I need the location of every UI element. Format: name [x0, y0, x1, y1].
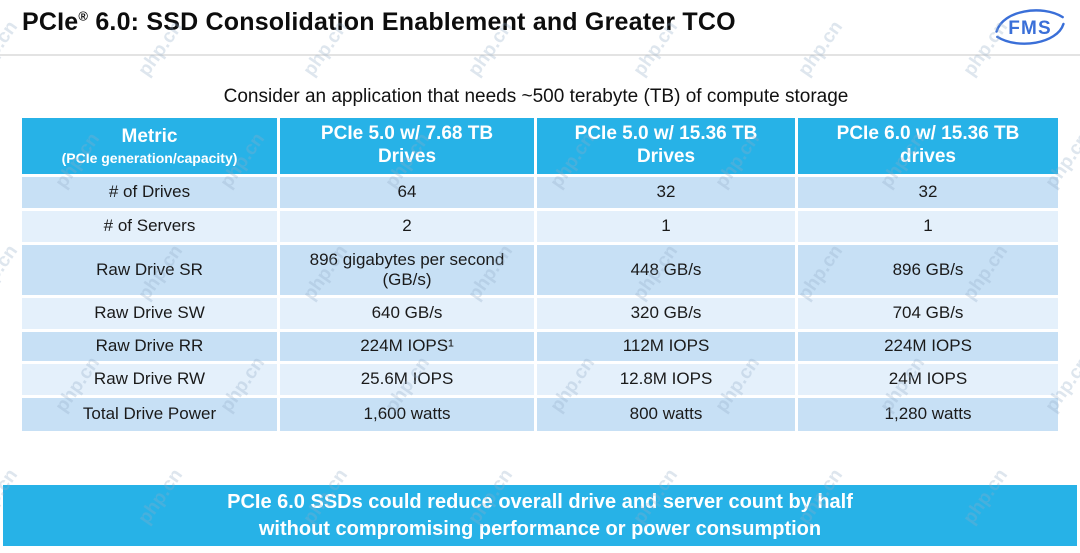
- value-cell: 224M IOPS¹: [280, 332, 534, 361]
- metric-cell: Total Drive Power: [22, 398, 277, 431]
- value-cell: 12.8M IOPS: [537, 364, 795, 395]
- metric-cell: Raw Drive RW: [22, 364, 277, 395]
- metric-cell: Raw Drive SR: [22, 245, 277, 295]
- logo-swoosh-top: [995, 9, 1064, 33]
- comparison-table: Metric (PCIe generation/capacity) PCIe 5…: [22, 118, 1058, 431]
- conclusion-banner: PCIe 6.0 SSDs could reduce overall drive…: [3, 485, 1077, 546]
- col-header-pcie5-1536: PCIe 5.0 w/ 15.36 TB Drives: [537, 118, 795, 174]
- value-cell: 448 GB/s: [537, 245, 795, 295]
- value-cell: 1,280 watts: [798, 398, 1058, 431]
- watermark-text: php.cn: [794, 17, 848, 81]
- banner-line-1: PCIe 6.0 SSDs could reduce overall drive…: [227, 490, 853, 513]
- col-header-metric: Metric (PCIe generation/capacity): [22, 118, 277, 174]
- watermark-text: php.cn: [0, 241, 23, 305]
- metric-cell: # of Servers: [22, 211, 277, 242]
- value-cell: 112M IOPS: [537, 332, 795, 361]
- value-cell: 2: [280, 211, 534, 242]
- value-text: 896 gigabytes per second (GB/s): [309, 249, 505, 289]
- value-cell: 25.6M IOPS: [280, 364, 534, 395]
- watermark-text: php.cn: [0, 17, 23, 81]
- registered-mark: ®: [78, 8, 89, 24]
- value-cell: 1: [537, 211, 795, 242]
- title-product: PCIe: [22, 8, 79, 36]
- col-header-label: PCIe 6.0 w/ 15.36 TB drives: [836, 123, 1020, 167]
- value-cell: 24M IOPS: [798, 364, 1058, 395]
- value-cell: 1,600 watts: [280, 398, 534, 431]
- page-title: PCIe® 6.0: SSD Consolidation Enablement …: [22, 8, 736, 37]
- col-header-pcie6-1536: PCIe 6.0 w/ 15.36 TB drives: [798, 118, 1058, 174]
- title-divider: [0, 54, 1080, 56]
- metric-cell: Raw Drive SW: [22, 298, 277, 329]
- value-cell: 64: [280, 177, 534, 208]
- col-header-label: PCIe 5.0 w/ 15.36 TB Drives: [574, 123, 758, 167]
- banner-line-2: without compromising performance or powe…: [258, 517, 822, 540]
- subtitle: Consider an application that needs ~500 …: [223, 86, 849, 107]
- title-rest: 6.0: SSD Consolidation Enablement and Gr…: [88, 8, 736, 36]
- logo-text: FMS: [1008, 18, 1052, 39]
- value-cell: 896 gigabytes per second (GB/s): [280, 245, 534, 295]
- value-cell: 224M IOPS: [798, 332, 1058, 361]
- metric-cell: # of Drives: [22, 177, 277, 208]
- value-cell: 32: [537, 177, 795, 208]
- logo-swoosh-bottom: [996, 22, 1065, 45]
- value-cell: 640 GB/s: [280, 298, 534, 329]
- metric-header-subtitle: (PCIe generation/capacity): [61, 149, 238, 166]
- metric-cell: Raw Drive RR: [22, 332, 277, 361]
- value-cell: 32: [798, 177, 1058, 208]
- fms-logo: FMS: [995, 9, 1065, 45]
- value-cell: 896 GB/s: [798, 245, 1058, 295]
- value-cell: 800 watts: [537, 398, 795, 431]
- metric-header-title: Metric: [121, 126, 178, 148]
- value-cell: 704 GB/s: [798, 298, 1058, 329]
- col-header-pcie5-768: PCIe 5.0 w/ 7.68 TB Drives: [280, 118, 534, 174]
- col-header-label: PCIe 5.0 w/ 7.68 TB Drives: [320, 123, 494, 167]
- value-cell: 320 GB/s: [537, 298, 795, 329]
- value-cell: 1: [798, 211, 1058, 242]
